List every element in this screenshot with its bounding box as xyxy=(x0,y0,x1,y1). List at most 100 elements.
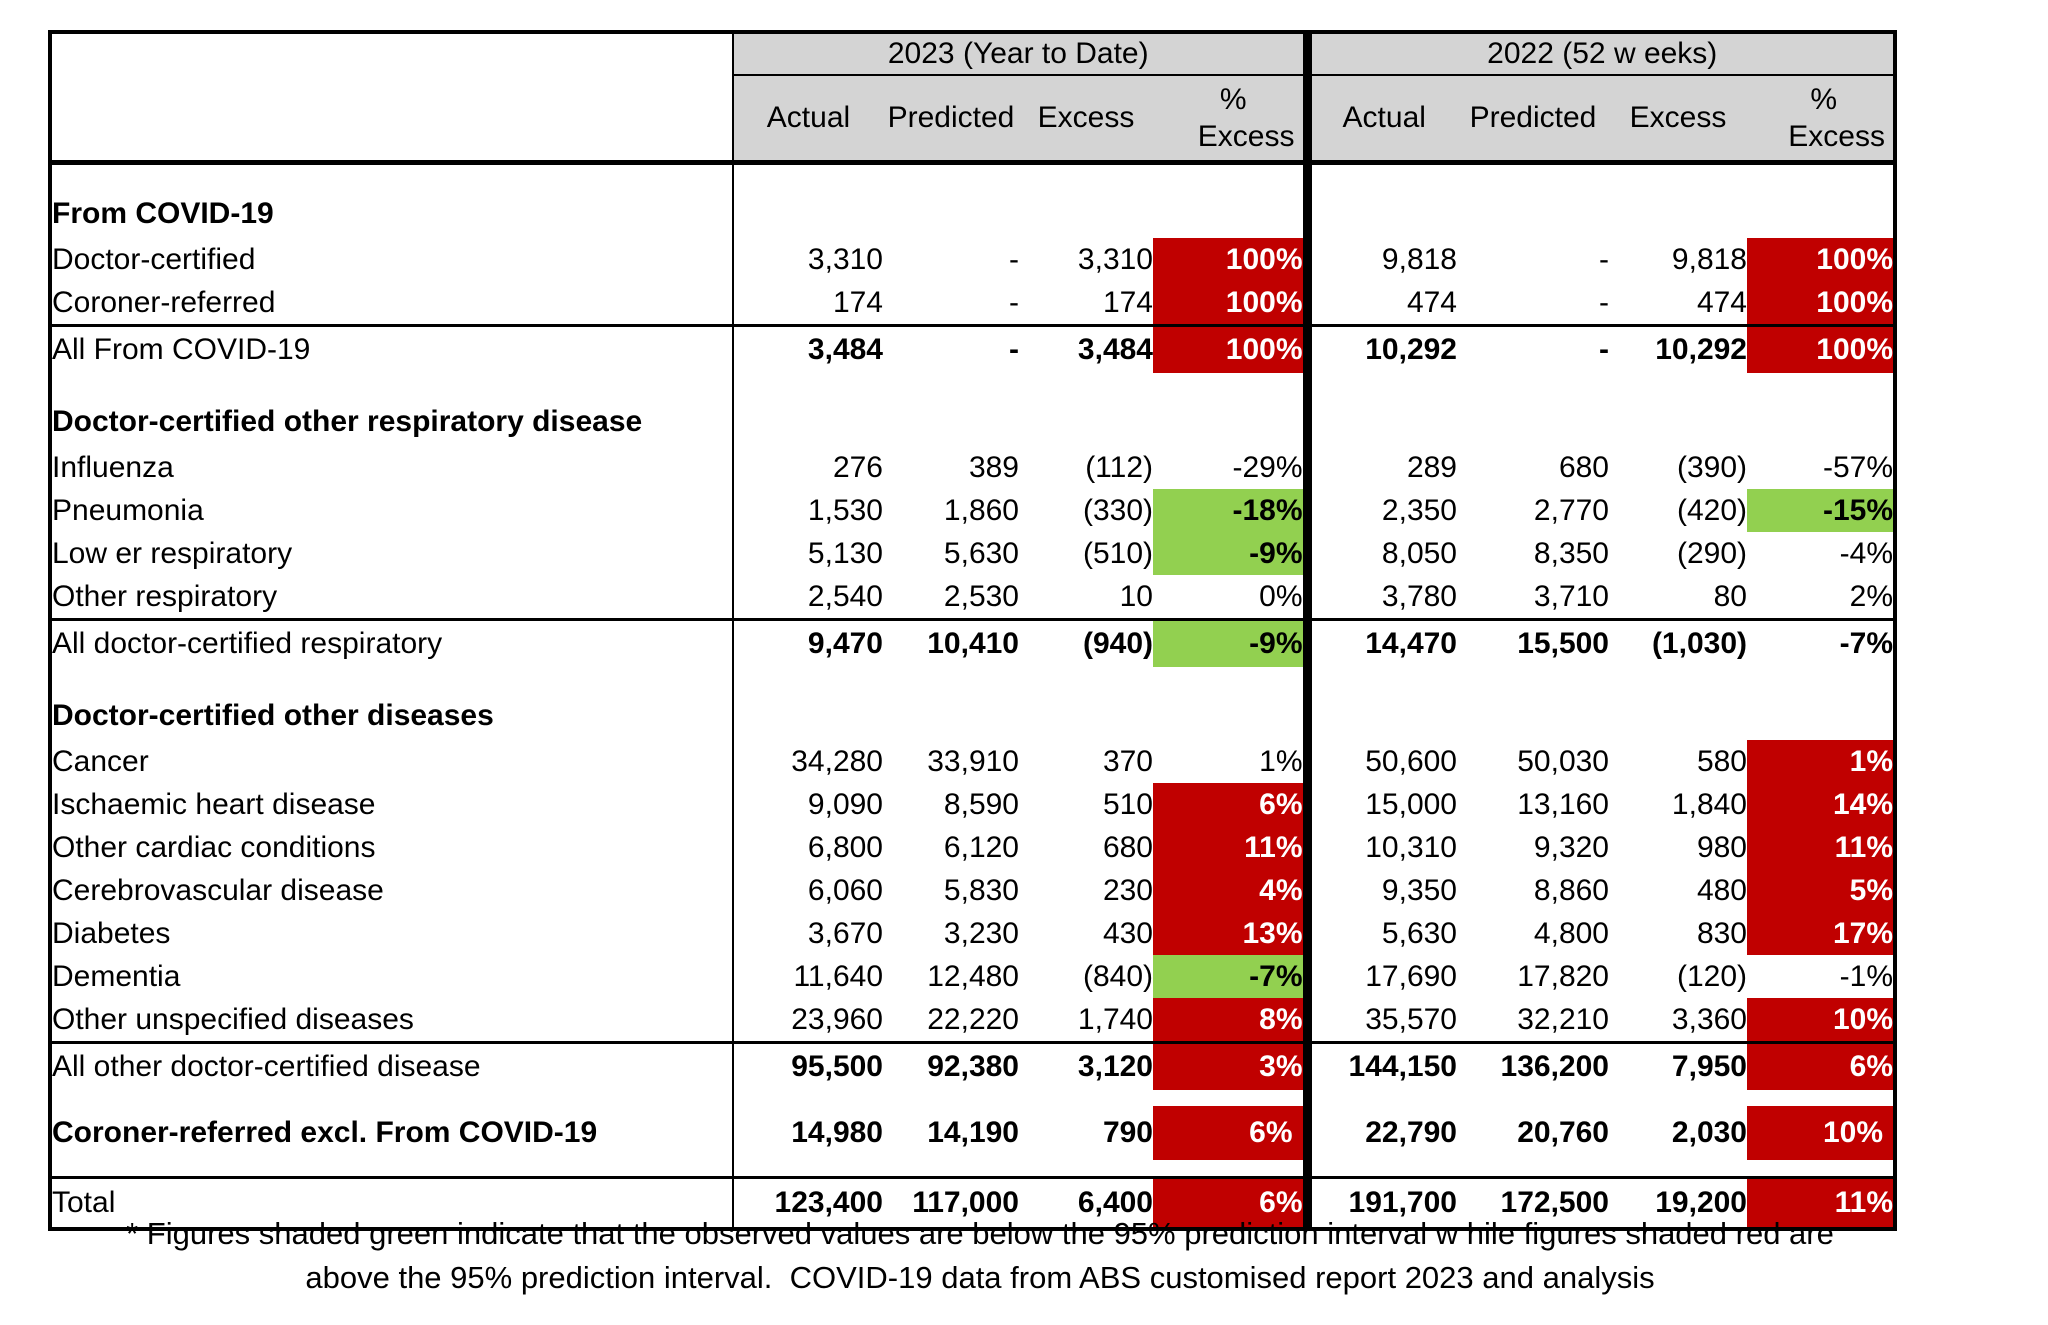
cell-y2022-pct_excess: -57% xyxy=(1822,450,1893,484)
cell-y2022-predicted: 13,160 xyxy=(1517,787,1609,821)
cell-y2023-predicted: 5,830 xyxy=(943,873,1019,907)
cell-y2023-excess: (330) xyxy=(1082,493,1153,527)
table-row: Doctor-certified other diseases xyxy=(50,685,1895,740)
cell-y2022-actual: 9,350 xyxy=(1302,869,1457,912)
footnote: * Figures shaded green indicate that the… xyxy=(48,1212,1912,1300)
cell-y2023-pct_excess: 0% xyxy=(1259,579,1303,613)
cell-y2023-pct_excess: -7% xyxy=(1153,955,1307,998)
cell-y2023-predicted: 8,590 xyxy=(943,787,1019,821)
table-row: All doctor-certified respiratory 9,470 10,… xyxy=(50,618,1895,667)
spacer-row xyxy=(50,373,1895,391)
cell-y2023-actual xyxy=(733,183,883,238)
cell-y2023-pct_excess: 1% xyxy=(1259,744,1303,778)
cell-y2022-actual xyxy=(1302,667,1457,685)
cell-y2023-excess: 430 xyxy=(1102,916,1153,950)
cell-y2022-pct_excess xyxy=(1747,667,1895,685)
cell-y2022-excess xyxy=(1609,163,1747,184)
cell-y2023-excess: 3,310 xyxy=(1077,242,1153,276)
cell-y2023-actual: 34,280 xyxy=(791,744,883,778)
row-label: Doctor-certified other diseases xyxy=(50,685,734,740)
cell-y2023-excess xyxy=(1019,667,1153,685)
cell-y2023-excess xyxy=(1019,391,1153,446)
cell-y2022-actual xyxy=(1302,391,1457,446)
cell-y2023-predicted xyxy=(883,391,1019,446)
cell-y2022-actual: 3,780 xyxy=(1302,575,1457,620)
cell-y2022-excess: 480 xyxy=(1696,873,1747,907)
table-row: Other cardiac conditions 6,800 6,120 680 11%… xyxy=(50,826,1895,869)
cell-y2022-pct_excess xyxy=(1747,183,1895,238)
cell-y2023-pct_excess: 6% xyxy=(1153,783,1307,826)
cell-y2022-excess: 80 xyxy=(1713,579,1747,613)
cell-y2022-excess xyxy=(1609,183,1747,238)
cell-y2022-actual: 144,150 xyxy=(1302,1041,1457,1090)
cell-y2023-predicted: 3,230 xyxy=(943,916,1019,950)
cell-y2023-excess: 790 xyxy=(1102,1116,1153,1149)
table-row: Cerebrovascular disease 6,060 5,830 230 4% 9,… xyxy=(50,869,1895,912)
cell-y2023-pct_excess xyxy=(1153,391,1307,446)
cell-y2022-predicted xyxy=(1457,391,1609,446)
row-label: Ischaemic heart disease xyxy=(50,783,734,826)
cell-y2022-excess xyxy=(1609,667,1747,685)
cell-y2023-actual: 174 xyxy=(832,285,883,319)
cell-y2023-pct_excess: 100% xyxy=(1153,238,1307,281)
cell-y2023-actual xyxy=(733,685,883,740)
cell-y2022-pct_excess xyxy=(1747,163,1895,184)
col-header-actual-2023: Actual xyxy=(733,75,883,165)
footnote-line1: * Figures shaded green indicate that the… xyxy=(126,1216,1834,1251)
cell-y2022-predicted: 2,770 xyxy=(1533,493,1609,527)
cell-y2022-excess: (1,030) xyxy=(1609,618,1747,667)
cell-y2023-pct_excess xyxy=(1153,163,1307,184)
cell-y2022-pct_excess: 10% xyxy=(1747,1090,1895,1178)
row-label: Other respiratory xyxy=(50,575,734,620)
row-label: Coroner-referred excl. From COVID-19 xyxy=(50,1090,734,1178)
cell-y2022-actual: 10,310 xyxy=(1302,826,1457,869)
cell-y2023-actual: 23,960 xyxy=(791,1002,883,1036)
table-row: Other respiratory 2,540 2,530 10 0% 3,780 3,71… xyxy=(50,575,1895,620)
cell-y2023-predicted: 1,860 xyxy=(943,493,1019,527)
row-label: Influenza xyxy=(50,446,734,489)
pct-shade-band: 10% xyxy=(1747,1106,1893,1160)
cell-y2022-predicted: 680 xyxy=(1558,450,1609,484)
row-label xyxy=(50,667,734,685)
cell-y2022-predicted: 15,500 xyxy=(1457,618,1609,667)
cell-y2022-excess: 980 xyxy=(1696,830,1747,864)
cell-y2022-actual: 5,630 xyxy=(1302,912,1457,955)
cell-y2022-pct_excess: 100% xyxy=(1747,324,1895,373)
cell-y2022-predicted: 17,820 xyxy=(1517,959,1609,993)
cell-y2022-excess: 580 xyxy=(1696,744,1747,778)
cell-y2023-actual: 11,640 xyxy=(793,959,883,993)
cell-y2022-pct_excess xyxy=(1747,373,1895,391)
cell-y2022-pct_excess xyxy=(1747,391,1895,446)
cell-y2023-actual: 3,310 xyxy=(807,242,883,276)
cell-y2023-actual: 1,530 xyxy=(807,493,883,527)
table-row: Diabetes 3,670 3,230 430 13% 5,630 4,800 830 17% xyxy=(50,912,1895,955)
cell-y2022-pct_excess: -4% xyxy=(1839,536,1893,570)
year-2022-header: 2022 (52 w eeks) xyxy=(1302,32,1895,76)
cell-y2022-excess: 9,818 xyxy=(1671,242,1747,276)
col-header-predicted-2022: Predicted xyxy=(1457,75,1609,165)
cell-y2023-actual xyxy=(733,667,883,685)
row-label: Pneumonia xyxy=(50,489,734,532)
cell-y2023-pct_excess: 4% xyxy=(1153,869,1307,912)
cell-y2022-pct_excess: 1% xyxy=(1747,740,1895,783)
cell-y2023-predicted xyxy=(883,183,1019,238)
cell-y2022-actual xyxy=(1302,373,1457,391)
cell-y2022-actual: 10,292 xyxy=(1302,324,1457,373)
corner-cell xyxy=(50,32,734,165)
cell-y2023-predicted xyxy=(883,667,1019,685)
cell-y2023-pct_excess: 100% xyxy=(1153,281,1307,326)
cell-y2023-actual: 123,400 xyxy=(733,1176,883,1229)
cell-y2023-predicted: 14,190 xyxy=(927,1116,1019,1149)
cell-y2022-predicted: 136,200 xyxy=(1457,1041,1609,1090)
cell-y2023-pct_excess: -9% xyxy=(1153,618,1307,667)
cell-y2022-predicted xyxy=(1457,163,1609,184)
row-label: Cerebrovascular disease xyxy=(50,869,734,912)
row-label: From COVID-19 xyxy=(50,183,734,238)
cell-y2023-actual: 14,980 xyxy=(791,1116,883,1149)
cell-y2023-pct_excess xyxy=(1153,667,1307,685)
cell-y2022-excess: 7,950 xyxy=(1609,1041,1747,1090)
row-label xyxy=(50,162,734,183)
cell-y2022-predicted: 50,030 xyxy=(1517,744,1609,778)
cell-y2023-predicted: 5,630 xyxy=(943,536,1019,570)
cell-y2023-excess xyxy=(1019,163,1153,184)
